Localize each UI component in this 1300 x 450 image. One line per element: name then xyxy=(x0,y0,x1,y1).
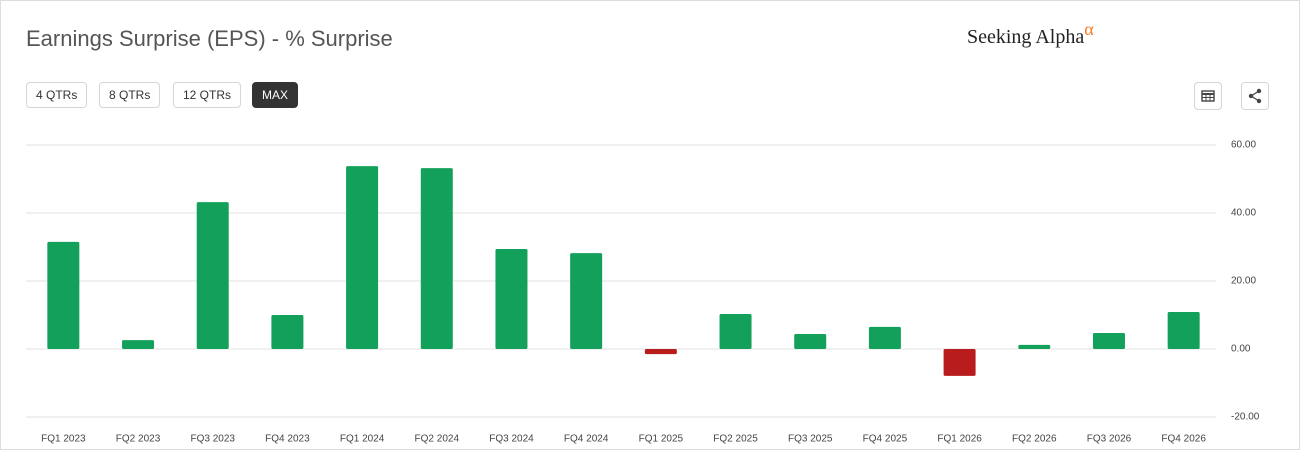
bar xyxy=(719,313,752,349)
x-tick-label: FQ4 2024 xyxy=(564,434,609,445)
bar xyxy=(570,253,603,349)
range-button[interactable]: 4 QTRs xyxy=(26,82,88,108)
bar xyxy=(644,349,677,355)
bar xyxy=(47,241,80,349)
brand-name: Seeking Alpha xyxy=(967,26,1085,48)
x-tick-label: FQ1 2025 xyxy=(639,434,684,445)
bar xyxy=(1092,333,1125,349)
bar xyxy=(1167,311,1200,349)
share-icon xyxy=(1248,88,1262,104)
bar xyxy=(271,315,304,349)
x-tick-label: FQ3 2023 xyxy=(190,434,235,445)
range-button[interactable]: MAX xyxy=(252,82,299,108)
y-tick-label: 60.00 xyxy=(1231,140,1256,151)
chart-title: Earnings Surprise (EPS) - % Surprise xyxy=(26,26,393,51)
x-tick-label: FQ2 2026 xyxy=(1012,434,1057,445)
brand-logo: Seeking Alphaα xyxy=(967,19,1094,49)
bar xyxy=(346,166,379,349)
bar xyxy=(868,326,901,349)
x-tick-label: FQ3 2024 xyxy=(489,434,534,445)
range-button[interactable]: 12 QTRs xyxy=(173,82,242,108)
x-tick-label: FQ2 2023 xyxy=(116,434,161,445)
x-tick-label: FQ4 2023 xyxy=(265,434,310,445)
table-button[interactable] xyxy=(1194,82,1222,110)
y-tick-label: 40.00 xyxy=(1231,208,1256,219)
x-tick-label: FQ2 2024 xyxy=(415,434,460,445)
bar xyxy=(943,349,976,376)
range-button[interactable]: 8 QTRs xyxy=(99,82,161,108)
table-icon xyxy=(1201,90,1215,102)
bar xyxy=(1018,344,1051,349)
x-tick-label: FQ4 2026 xyxy=(1161,434,1206,445)
bar xyxy=(420,168,453,349)
y-tick-label: 20.00 xyxy=(1231,276,1256,287)
x-tick-label: FQ3 2026 xyxy=(1087,434,1132,445)
x-tick-label: FQ1 2023 xyxy=(41,434,86,445)
bar xyxy=(794,334,827,349)
brand-mark: α xyxy=(1084,19,1094,39)
x-tick-label: FQ3 2025 xyxy=(788,434,833,445)
x-tick-label: FQ1 2026 xyxy=(937,434,982,445)
share-button[interactable] xyxy=(1241,82,1269,110)
x-tick-label: FQ1 2024 xyxy=(340,434,385,445)
y-tick-label: 0.00 xyxy=(1231,344,1251,355)
x-tick-label: FQ2 2025 xyxy=(713,434,758,445)
x-tick-label: FQ4 2025 xyxy=(863,434,908,445)
bar xyxy=(122,340,155,349)
bar xyxy=(495,249,528,349)
bar xyxy=(196,202,229,349)
y-tick-label: -20.00 xyxy=(1231,412,1260,423)
